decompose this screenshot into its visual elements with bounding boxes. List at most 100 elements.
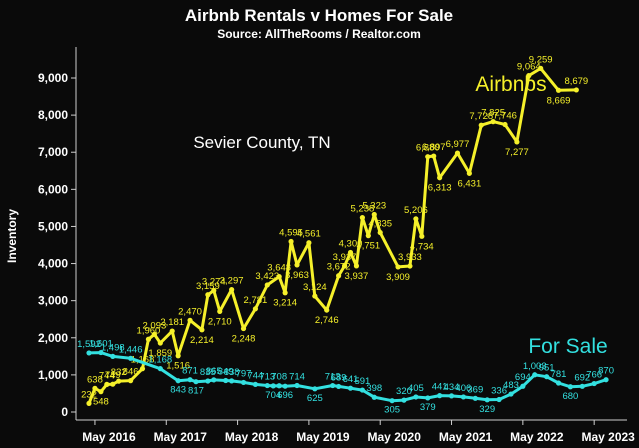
- for-sale-data-label: 838: [224, 367, 240, 378]
- airbnbs-point: [288, 238, 294, 245]
- airbnbs-data-label: 3,937: [333, 252, 357, 263]
- for-sale-data-label: 951: [539, 363, 555, 374]
- for-sale-data-label: 305: [384, 405, 400, 416]
- for-sale-data-label: 625: [307, 393, 323, 404]
- airbnbs-data-label: 8,669: [547, 95, 571, 106]
- y-tick-label: 0: [61, 405, 68, 419]
- airbnbs-point: [264, 282, 270, 288]
- airbnbs-data-label: 7,277: [505, 147, 529, 158]
- for-sale-data-label: 849: [218, 366, 234, 377]
- y-tick-label: 9,000: [38, 71, 68, 85]
- for-sale-point: [472, 395, 478, 401]
- chart-title: Airbnb Rentals v Homes For Sale: [185, 6, 453, 25]
- for-sale-point: [591, 380, 597, 387]
- airbnbs-data-label: 7,728: [469, 111, 493, 122]
- for-sale-point: [496, 396, 502, 403]
- airbnbs-point: [466, 170, 472, 176]
- for-sale-data-label: 713: [259, 372, 275, 383]
- for-sale-point: [336, 383, 342, 390]
- airbnbs-data-label: 2,214: [190, 335, 214, 346]
- legend-airbnbs: Airbnbs: [475, 73, 546, 96]
- for-sale-point: [460, 394, 467, 400]
- for-sale-point: [484, 397, 490, 403]
- airbnbs-data-label: 2,470: [178, 306, 202, 317]
- y-tick-label: 1,000: [38, 368, 68, 382]
- airbnbs-data-label: 6,313: [428, 183, 452, 194]
- airbnbs-data-label: 9,259: [529, 54, 553, 65]
- for-sale-point: [205, 378, 211, 384]
- airbnbs-point: [490, 119, 496, 125]
- for-sale-data-label: 696: [277, 390, 293, 401]
- for-sale-data-label: 398: [366, 383, 382, 394]
- for-sale-point: [187, 377, 193, 383]
- for-sale-data-label: 704: [265, 390, 281, 401]
- y-tick-label: 2,000: [38, 331, 68, 345]
- axes: 0 1,000 2,000 3,000 4,000 5,000 6,000 7,000 8,00…: [38, 47, 635, 444]
- for-sale-data-label: 591: [354, 376, 370, 387]
- for-sale-data-label: 781: [551, 369, 567, 380]
- for-sale-point: [264, 382, 270, 389]
- airbnbs-point: [359, 215, 365, 221]
- airbnbs-point: [377, 229, 383, 236]
- for-sale-point: [401, 397, 407, 403]
- for-sale-data-label: 797: [236, 368, 252, 379]
- airbnbs-data-label: 3,937: [345, 271, 369, 282]
- y-tick-label: 8,000: [38, 108, 68, 122]
- y-tick-label: 6,000: [38, 182, 68, 196]
- for-sale-data-label: 406: [455, 383, 471, 394]
- airbnbs-data-label: 6,880: [416, 143, 440, 154]
- for-sale-data-label: 1,003: [523, 361, 547, 372]
- airbnbs-data-label: 3,297: [220, 276, 244, 287]
- chart-annotation: Sevier County, TN: [193, 133, 330, 152]
- airbnbs-data-label: 3,274: [202, 276, 226, 287]
- airbnbs-data-label: 4,595: [279, 227, 303, 238]
- for-sale-point: [294, 382, 300, 389]
- for-sale-data-label: 766: [586, 370, 602, 381]
- for-sale-point: [128, 355, 134, 361]
- for-sale-point: [532, 372, 538, 378]
- airbnbs-data-label: 7,825: [481, 108, 505, 119]
- for-sale-point: [282, 383, 288, 389]
- for-sale-point: [175, 378, 181, 384]
- airbnbs-point: [413, 216, 419, 222]
- airbnbs-point: [538, 65, 544, 71]
- for-sale-data-label: 320: [396, 386, 412, 397]
- series-for-sale: 1,5921,6011,4981,4461,168843871817835865…: [77, 339, 614, 416]
- y-tick-label: 5,000: [38, 219, 68, 233]
- for-sale-point: [229, 378, 235, 384]
- for-sale-point: [425, 395, 431, 401]
- for-sale-data-label: 843: [170, 385, 186, 396]
- for-sale-point: [157, 366, 163, 372]
- for-sale-data-label: 1,446: [119, 344, 143, 355]
- for-sale-data-label: 865: [206, 366, 222, 377]
- airbnbs-point: [324, 307, 330, 313]
- for-sale-point: [579, 383, 585, 389]
- airbnbs-point: [407, 263, 413, 269]
- airbnbs-data-label: 3,423: [255, 271, 279, 282]
- airbnbs-data-label: 548: [93, 397, 109, 408]
- airbnbs-data-label: 3,159: [196, 281, 220, 292]
- airbnbs-data-label: 4,561: [297, 229, 321, 240]
- airbnbs-point: [98, 389, 104, 395]
- chart-subtitle: Source: AllTheRooms / Realtor.com: [217, 27, 421, 41]
- airbnbs-data-label: 2,781: [244, 295, 268, 306]
- airbnbs-point: [294, 262, 300, 268]
- airbnbs-point: [128, 378, 134, 384]
- airbnbs-point: [276, 274, 282, 280]
- airbnbs-point: [104, 381, 110, 387]
- airbnbs-data-label: 1,859: [148, 348, 172, 359]
- for-sale-data-label: 692: [574, 372, 590, 383]
- airbnbs-data-label: 4,751: [356, 241, 380, 252]
- airbnbs-point: [502, 121, 508, 128]
- for-sale-point: [603, 377, 609, 383]
- for-sale-data-label: 483: [503, 380, 519, 391]
- x-tick-label: May 2017: [154, 430, 208, 444]
- airbnbs-point: [336, 273, 342, 279]
- airbnbs-point: [151, 331, 157, 337]
- airbnbs-data-label: 3,672: [327, 262, 351, 273]
- airbnbs-data-label: 832: [111, 367, 127, 378]
- airbnbs-data-label: 2,248: [232, 334, 256, 345]
- airbnbs-point: [86, 400, 92, 406]
- for-sale-point: [347, 385, 354, 391]
- for-sale-point: [330, 382, 336, 389]
